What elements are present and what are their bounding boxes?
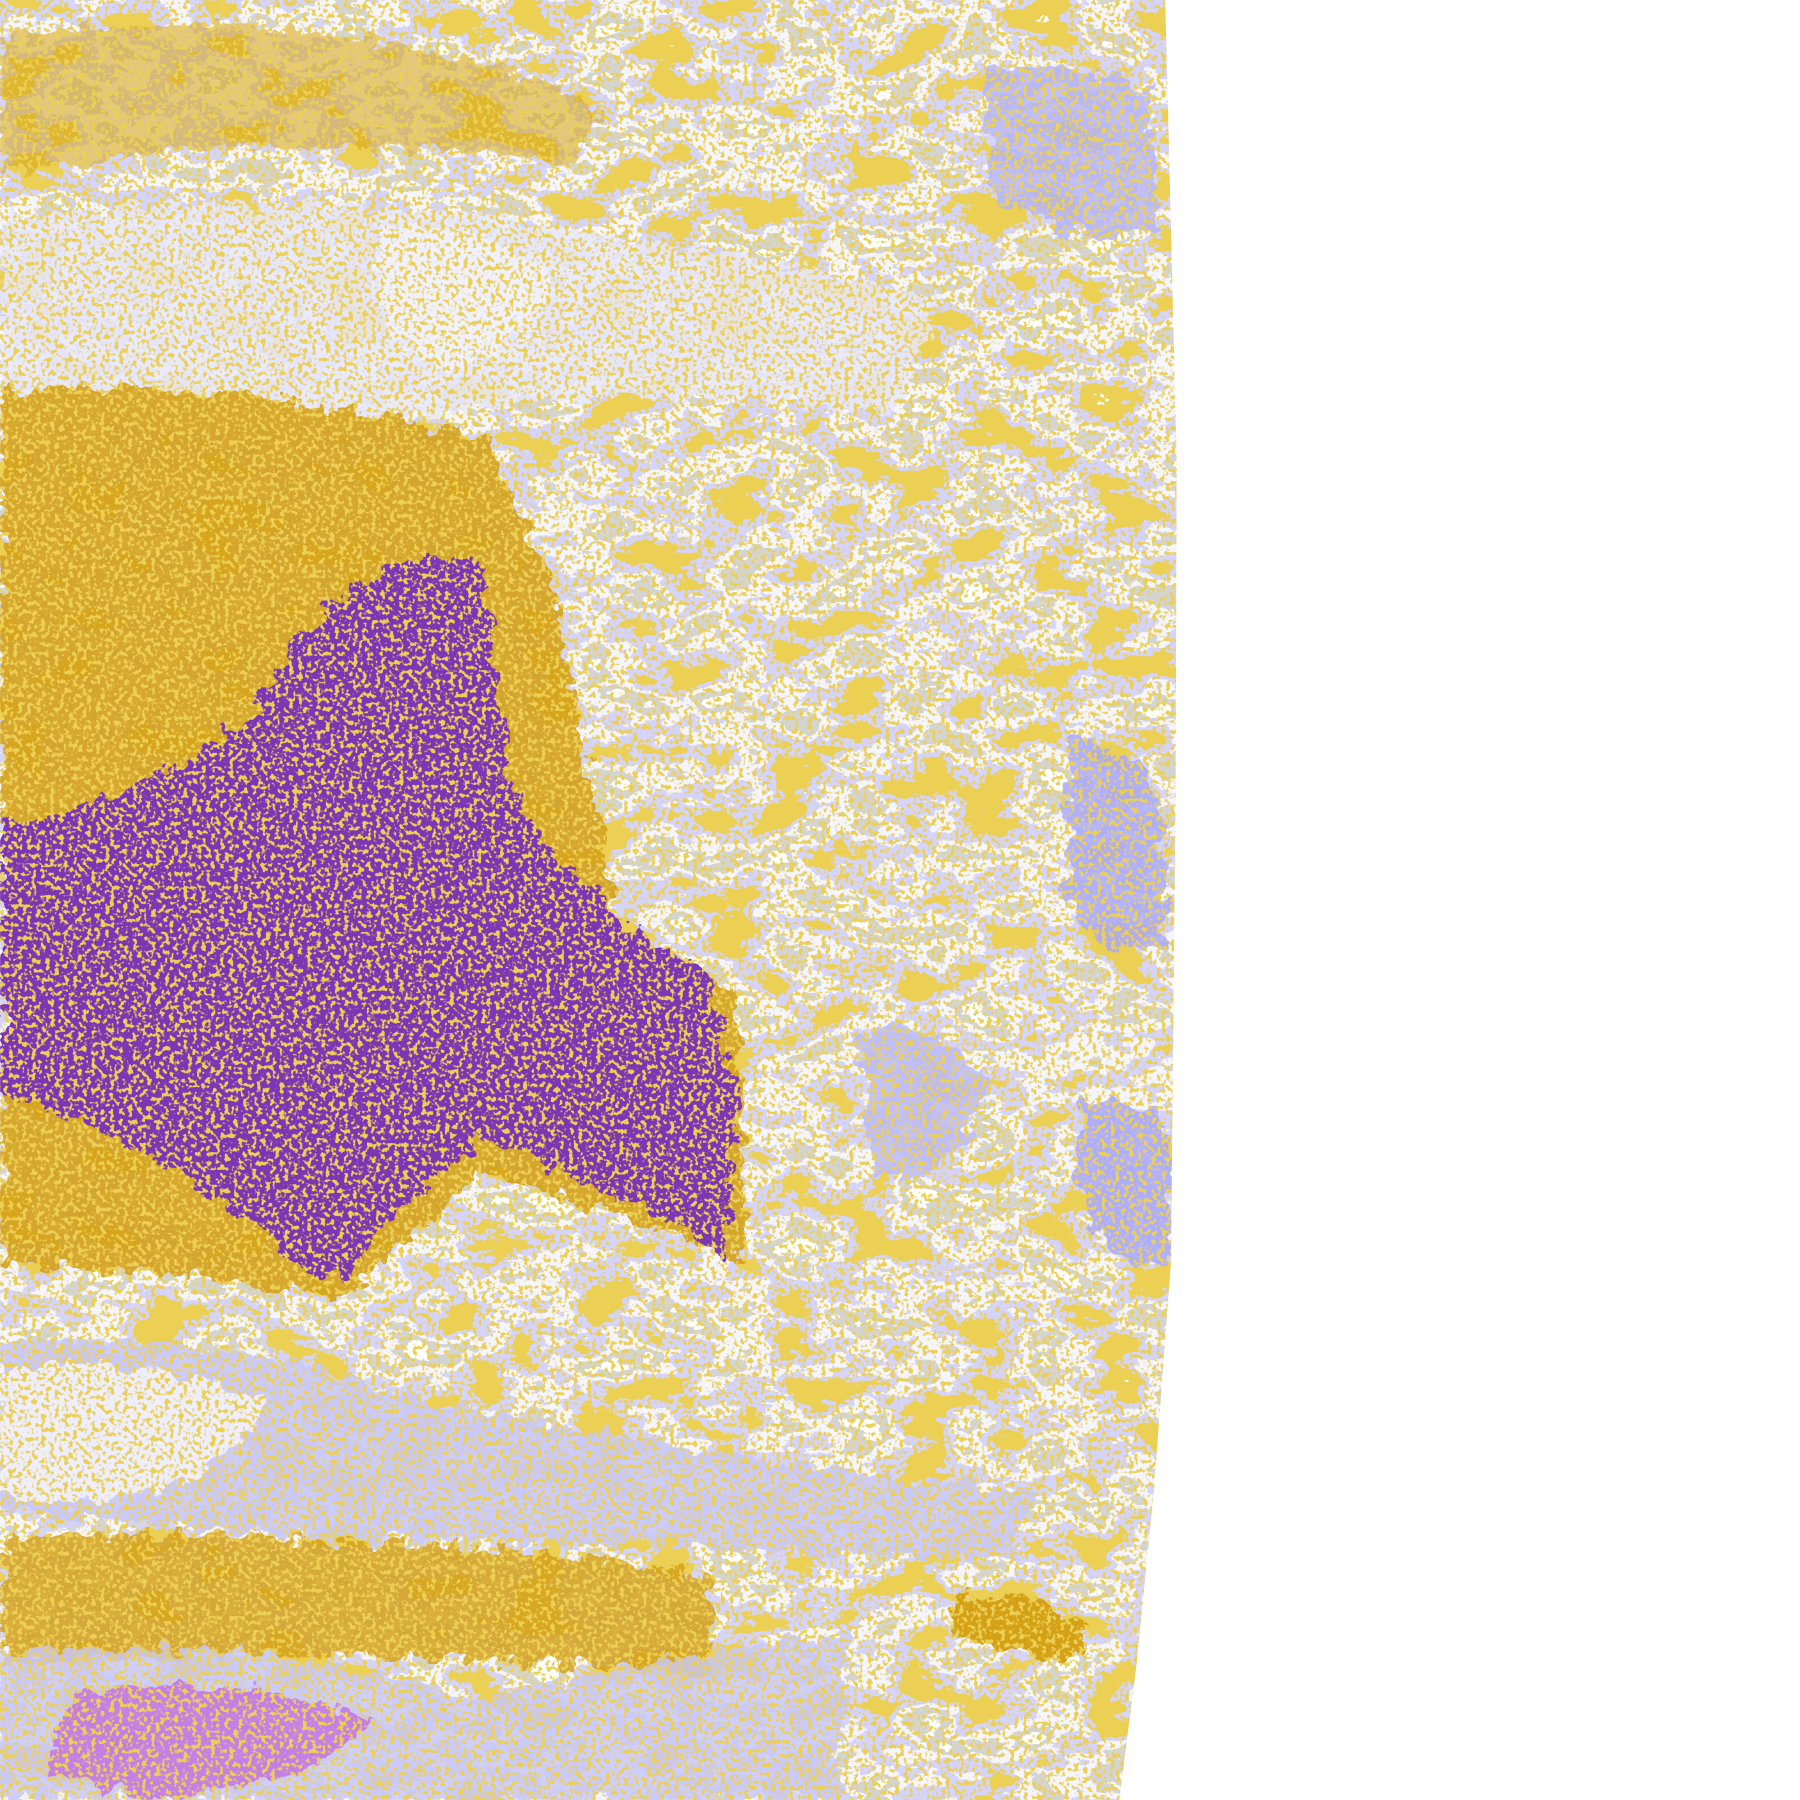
page: Satellite cloud map {} html, body { marg…: [0, 0, 1177, 1800]
imagery: [0, 0, 1177, 1800]
page-body: [0, 0, 1177, 1800]
speckle-texture: [0, 0, 1177, 1800]
satellite-map: [0, 0, 1177, 1800]
